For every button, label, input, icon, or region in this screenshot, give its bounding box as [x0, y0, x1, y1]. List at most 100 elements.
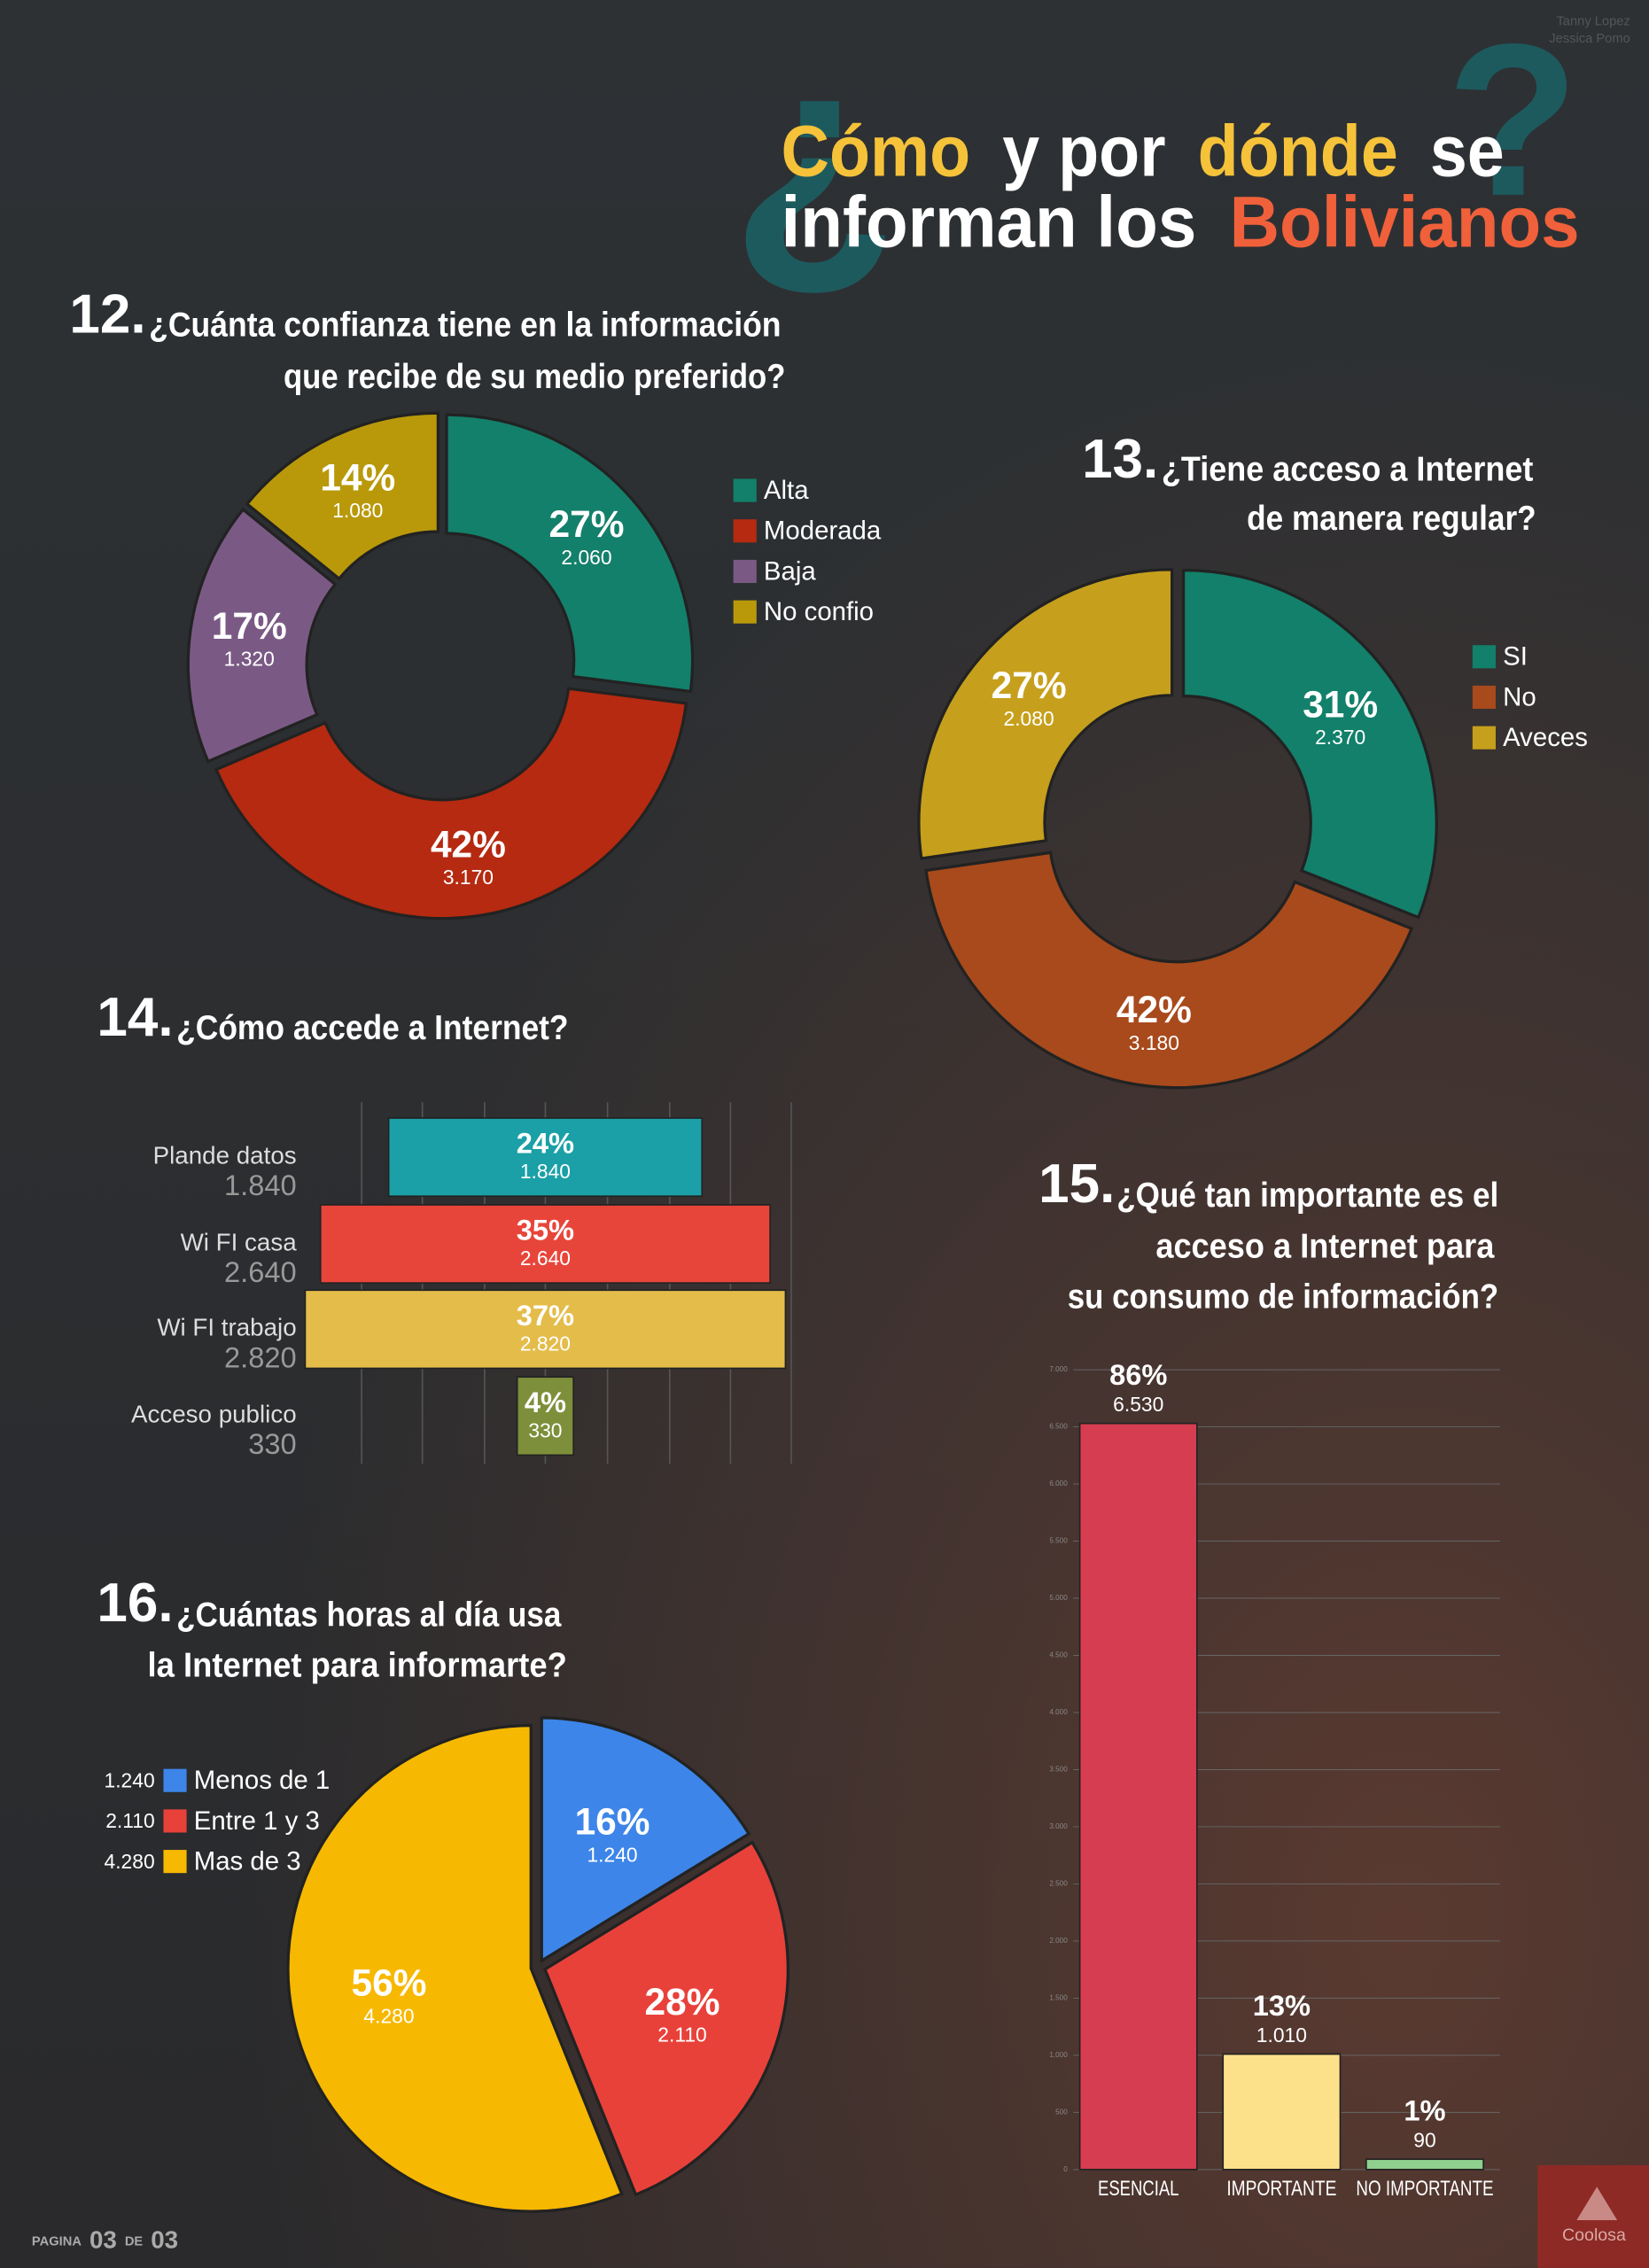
y-tick-label: 5.000 — [1049, 1594, 1068, 1602]
category-label: Wi FI trabajo — [157, 1314, 296, 1341]
title-part: dónde — [1198, 111, 1398, 191]
value-label: 4.280 — [363, 2004, 414, 2027]
question-number: 12. — [69, 284, 145, 346]
value-label: 2.110 — [657, 2023, 706, 2047]
category-value: 330 — [248, 1427, 296, 1460]
footer-part: DE — [125, 2234, 144, 2249]
legend-swatch — [163, 1809, 187, 1833]
bar — [1365, 2158, 1484, 2171]
y-tick-label: 3.500 — [1049, 1766, 1068, 1774]
legend-label: SI — [1503, 642, 1528, 672]
footer-text: PAGINA 03 DE 03 — [32, 2226, 178, 2254]
share-label: 28% — [645, 1981, 720, 2023]
bar — [319, 1204, 771, 1284]
title-part: Cómo — [782, 111, 971, 191]
legend-swatch — [1472, 685, 1496, 710]
share-label: 42% — [1116, 989, 1192, 1030]
question-title: que recibe de su medio preferido? — [284, 358, 785, 396]
bar — [516, 1376, 574, 1456]
slice — [245, 411, 440, 581]
value-label: 6.530 — [1113, 1393, 1163, 1416]
value-label: 3.180 — [1129, 1031, 1179, 1054]
y-tick-label: 1.000 — [1049, 2051, 1068, 2059]
logo-text: Coolosa — [1562, 2225, 1626, 2245]
legend-label: No — [1503, 682, 1536, 711]
question-number: 13. — [1082, 429, 1158, 490]
slice — [214, 687, 688, 920]
legend-label: Mas de 3 — [194, 1847, 301, 1876]
y-tick-label: 4.500 — [1049, 1651, 1068, 1659]
y-tick-label: 5.500 — [1049, 1537, 1068, 1545]
share-label: 1% — [1404, 2094, 1445, 2127]
title-part: informan los — [782, 182, 1197, 262]
value-label: 90 — [1413, 2129, 1435, 2152]
y-tick-label: 2.500 — [1049, 1880, 1068, 1888]
value-label: 330 — [528, 1418, 562, 1441]
value-label: 2.080 — [1004, 707, 1054, 730]
question-title: su consumo de información? — [1068, 1278, 1498, 1316]
question-number: 15. — [1038, 1153, 1115, 1215]
bar — [387, 1117, 704, 1198]
x-tick-label: IMPORTANTE — [1226, 2177, 1336, 2201]
value-label: 2.060 — [561, 546, 611, 569]
title-part: Bolivianos — [1230, 182, 1580, 262]
question-title: ¿Cuántas horas al día usa — [176, 1596, 562, 1635]
category-label: Plande datos — [153, 1141, 297, 1169]
legend-swatch — [733, 478, 757, 502]
y-tick-label: 2.000 — [1049, 1937, 1068, 1945]
footer-part: 03 — [151, 2226, 178, 2254]
share-label: 24% — [517, 1127, 574, 1160]
title-part: y por — [1002, 111, 1165, 191]
question-title: de manera regular? — [1247, 500, 1536, 538]
bar — [304, 1289, 787, 1370]
value-label: 1.320 — [224, 648, 275, 671]
logo-icon — [1576, 2186, 1618, 2220]
y-tick-label: 4.000 — [1049, 1708, 1068, 1716]
category-value: 1.840 — [224, 1169, 297, 1201]
question-title: ¿Qué tan importante es el — [1116, 1177, 1498, 1215]
value-label: 2.640 — [520, 1247, 571, 1270]
credit: Tanny Lopez — [1556, 15, 1630, 29]
slice — [445, 413, 695, 694]
question-number: 16. — [97, 1573, 173, 1634]
title-mark: ¿ — [730, 0, 898, 305]
slice — [924, 850, 1414, 1090]
category-value: 2.640 — [224, 1255, 297, 1288]
share-label: 37% — [517, 1299, 574, 1332]
legend-swatch — [733, 519, 757, 543]
share-label: 17% — [212, 605, 287, 647]
value-label: 1.240 — [587, 1843, 637, 1866]
slice — [917, 568, 1174, 860]
legend-value: 1.240 — [105, 1768, 155, 1791]
value-label: 1.840 — [520, 1160, 571, 1183]
share-label: 35% — [517, 1214, 574, 1247]
legend-swatch — [1472, 726, 1496, 750]
legend-label: Moderada — [764, 517, 882, 546]
legend-label: No confio — [764, 597, 874, 626]
slice — [1181, 569, 1438, 920]
value-label: 2.370 — [1315, 726, 1365, 749]
share-label: 56% — [352, 1962, 427, 2004]
legend-swatch — [1472, 645, 1496, 669]
y-tick-label: 6.500 — [1049, 1423, 1068, 1431]
question-title: ¿Tiene acceso a Internet — [1162, 451, 1534, 489]
value-label: 1.010 — [1256, 2023, 1307, 2047]
share-label: 13% — [1253, 1989, 1311, 2022]
slice — [542, 1840, 789, 2197]
y-tick-label: 1.500 — [1049, 1994, 1068, 2002]
title-line: informan los Bolivianos — [782, 182, 1580, 262]
legend-swatch — [163, 1850, 187, 1874]
legend-label: Baja — [764, 556, 816, 586]
value-label: 1.080 — [332, 499, 383, 522]
legend-value: 4.280 — [105, 1850, 155, 1873]
question-title: acceso a Internet para — [1155, 1227, 1495, 1265]
title-part: se — [1430, 111, 1505, 191]
y-tick-label: 3.000 — [1049, 1822, 1068, 1830]
y-tick-label: 0 — [1063, 2165, 1068, 2173]
legend-value: 2.110 — [105, 1809, 154, 1832]
question-title: ¿Cómo accede a Internet? — [176, 1009, 568, 1047]
category-label: Acceso publico — [131, 1401, 297, 1428]
share-label: 42% — [431, 823, 506, 865]
